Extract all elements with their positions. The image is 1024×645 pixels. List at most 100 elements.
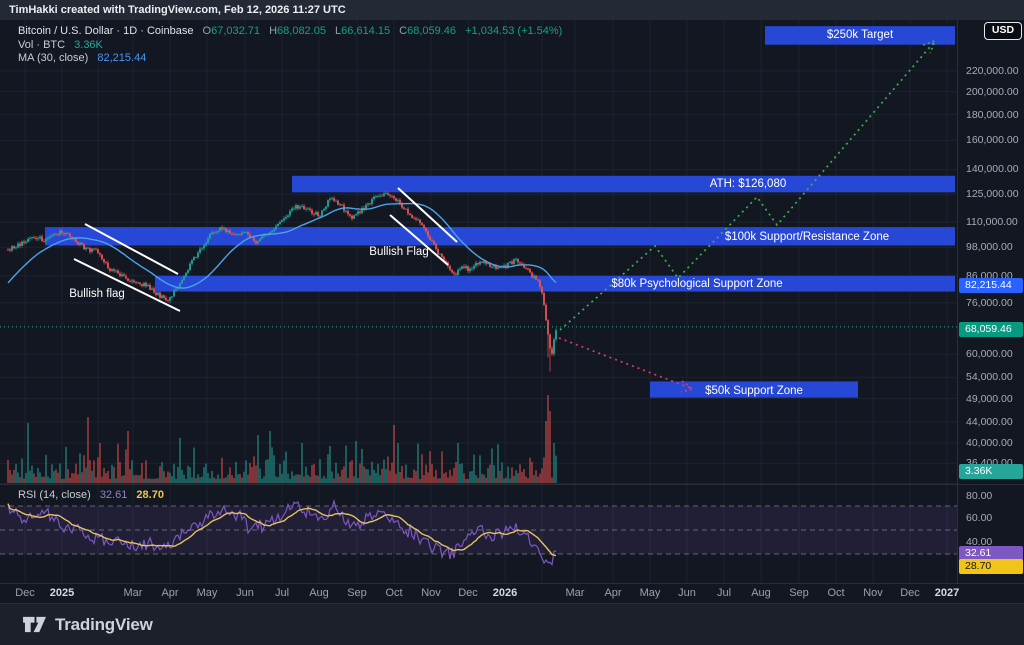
price-tick-label: 76,000.00	[966, 296, 1013, 309]
zone-ath[interactable]	[292, 175, 955, 193]
price-tick-label: 125,000.00	[966, 188, 1019, 201]
zone-zone-80k[interactable]	[155, 275, 955, 292]
rsi-legend-row[interactable]: RSI (14, close) 32.61 28.70	[18, 489, 164, 501]
rsi-ma-line[interactable]	[7, 503, 557, 557]
time-label-month: Aug	[751, 587, 771, 599]
close-label: C	[399, 25, 408, 37]
chart-legend: Bitcoin / U.S. Dollar · 1D · Coinbase O6…	[18, 25, 562, 66]
pane-divider[interactable]	[0, 484, 1024, 485]
high-value: 68,082.05	[277, 25, 326, 37]
price-tick-label: 60,000.00	[966, 348, 1013, 361]
price-tick-label: 54,000.00	[966, 371, 1013, 384]
high-label: H	[269, 25, 278, 37]
low-value: 66,614.15	[341, 25, 391, 37]
time-label-month: Mar	[123, 587, 143, 599]
time-label-month: Oct	[385, 587, 403, 599]
rsi-value: 32.61	[99, 489, 128, 501]
tradingview-logo[interactable]: TradingView	[22, 614, 153, 635]
price-tick-label: 40,000.00	[966, 436, 1013, 449]
time-label-month: Nov	[421, 587, 441, 599]
ma-value: 82,215.44	[97, 52, 147, 64]
ma-label: MA (30, close)	[18, 52, 89, 64]
axis-price-badge: 3.36K	[959, 464, 1023, 479]
tradingview-logo-icon	[23, 616, 46, 633]
volume-label: Vol · BTC	[18, 38, 66, 51]
rsi-ma-value: 28.70	[136, 489, 164, 501]
time-label-month: Sep	[789, 587, 809, 599]
zone-zone-50k[interactable]	[650, 381, 858, 398]
time-label-year: 2025	[49, 587, 75, 599]
axis-price-badge: 28.70	[959, 559, 1023, 574]
rsi-tick-label: 40.00	[966, 536, 993, 548]
time-label-month: Dec	[900, 587, 920, 599]
ma-legend-row[interactable]: MA (30, close) 82,215.44	[18, 52, 562, 66]
axis-price-badge: 32.61	[959, 546, 1023, 561]
currency-toggle-button[interactable]: USD	[984, 22, 1022, 40]
time-label-month: May	[639, 587, 661, 599]
open-value: 67,032.71	[211, 25, 261, 37]
time-label-month: May	[196, 587, 218, 599]
flag-label-right[interactable]: Bullish Flag	[369, 246, 429, 258]
flag-label-left[interactable]: Bullish flag	[69, 288, 125, 300]
zone-label-100k[interactable]: $100k Support/Resistance Zone	[724, 231, 890, 243]
time-label-month: Jul	[716, 587, 732, 599]
time-label-month: Apr	[604, 587, 622, 599]
price-tick-label: 110,000.00	[966, 216, 1018, 229]
volume-value: 3.36K	[74, 38, 103, 51]
price-tick-label: 220,000.00	[966, 64, 1019, 77]
flag-trendline-1[interactable]	[397, 187, 458, 243]
price-tick-label: 49,000.00	[966, 392, 1013, 405]
price-tick-label: 140,000.00	[966, 163, 1019, 176]
price-tick-label: 160,000.00	[966, 134, 1019, 147]
time-label-month: Jun	[236, 587, 254, 599]
close-value: 68,059.46	[407, 25, 457, 37]
time-label-month: Dec	[15, 587, 35, 599]
attribution-title: TimHakki created with TradingView.com, F…	[9, 4, 346, 16]
zone-label-80k[interactable]: $80k Psychological Support Zone	[611, 278, 783, 290]
footer-bar: TradingView	[0, 603, 1024, 645]
price-tick-label: 98,000.00	[966, 241, 1013, 254]
flag-trendline-0[interactable]	[84, 223, 179, 275]
change-value: +1,034.53 (+1.54%)	[465, 25, 563, 37]
zone-target-250k[interactable]	[765, 26, 955, 45]
zone-label-ath[interactable]: ATH: $126,080	[709, 178, 787, 190]
price-tick-label: 44,000.00	[966, 416, 1013, 429]
price-chart-canvas[interactable]	[0, 20, 957, 583]
time-label-month: Aug	[309, 587, 329, 599]
time-label-month: Mar	[565, 587, 585, 599]
symbol-legend-row[interactable]: Bitcoin / U.S. Dollar · 1D · Coinbase O6…	[18, 25, 562, 39]
price-tick-label: 180,000.00	[966, 108, 1019, 121]
projection-up-line[interactable]	[559, 40, 936, 331]
zone-label-50k[interactable]: $50k Support Zone	[705, 385, 803, 397]
time-label-month: Dec	[458, 587, 478, 599]
time-label-year: 2027	[934, 587, 960, 599]
rsi-line[interactable]	[7, 498, 557, 566]
time-label-month: Nov	[863, 587, 883, 599]
axis-price-badge: 68,059.46	[959, 322, 1023, 337]
low-label: L	[335, 25, 342, 37]
open-label: O	[202, 25, 212, 37]
time-label-year: 2026	[492, 587, 518, 599]
volume-legend-row[interactable]: Vol · BTC 3.36K	[18, 39, 562, 53]
projection-down-line[interactable]	[558, 337, 694, 390]
flag-trendline-0[interactable]	[73, 258, 181, 312]
time-label-month: Jun	[678, 587, 696, 599]
time-label-month: Jul	[274, 587, 290, 599]
time-axis[interactable]: Dec 2025 Mar Apr May Jun Jul Aug Sep Oct Nov Dec 202…	[0, 583, 1024, 603]
flag-trendline-1[interactable]	[389, 214, 449, 266]
price-axis[interactable]: 220,000.00 200,000.00 180,000.00 160,000.00…	[957, 20, 1024, 583]
zone-label-250k-target[interactable]: $250k Target	[826, 29, 894, 41]
rsi-label: RSI (14, close)	[18, 489, 91, 501]
symbol-title: Bitcoin / U.S. Dollar · 1D · Coinbase	[18, 25, 194, 37]
tradingview-logo-text: TradingView	[55, 614, 153, 634]
rsi-tick-label: 60.00	[966, 512, 993, 524]
time-label-month: Apr	[161, 587, 179, 599]
time-label-month: Oct	[827, 587, 845, 599]
ma30-line[interactable]	[7, 202, 557, 289]
time-label-month: Sep	[347, 587, 367, 599]
price-tick-label: 200,000.00	[966, 85, 1019, 98]
axis-price-badge: 82,215.44	[959, 278, 1023, 293]
rsi-tick-label: 80.00	[966, 490, 993, 502]
attribution-bar: TimHakki created with TradingView.com, F…	[0, 0, 1024, 20]
